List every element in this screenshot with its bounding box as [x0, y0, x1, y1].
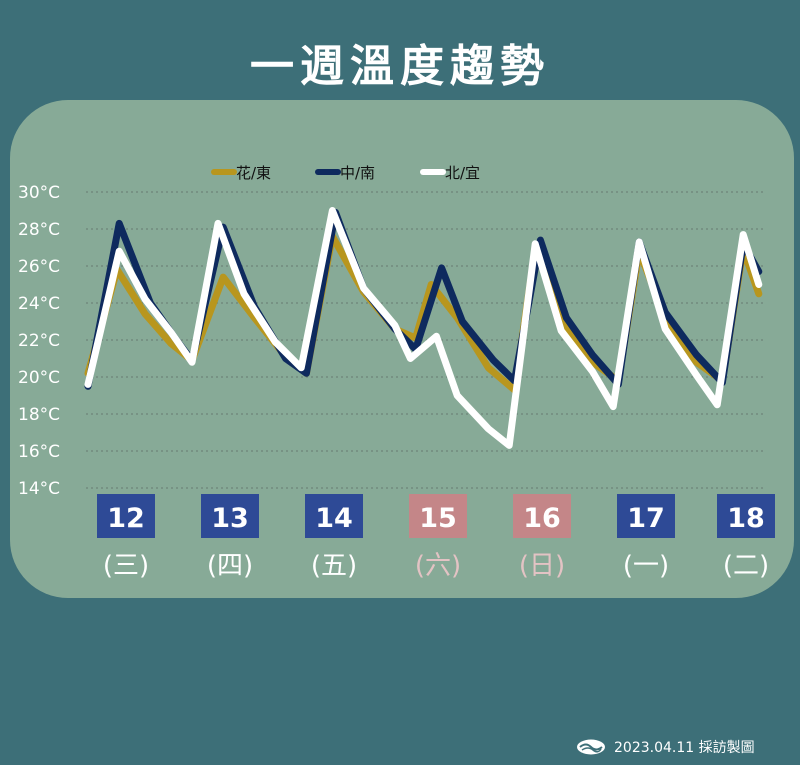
day-label: 13 (四) — [201, 494, 259, 581]
y-tick-label: 14°C — [18, 479, 60, 499]
y-tick-label: 22°C — [18, 331, 60, 351]
legend-label: 北/宜 — [445, 164, 480, 182]
y-axis-ticks: 14°C 16°C 18°C 20°C 22°C 24°C 26°C 28°C 30°C — [18, 183, 60, 499]
date-box — [97, 494, 155, 538]
y-tick-label: 20°C — [18, 368, 60, 388]
legend: 花/東 中/南 北/宜 — [211, 164, 480, 182]
temperature-chart: 14°C 16°C 18°C 20°C 22°C 24°C 26°C 28°C 30°C 花/東… — [18, 164, 775, 581]
day-label: 17 (一) — [617, 494, 675, 581]
date-box — [717, 494, 775, 538]
weekday-label: (六) — [415, 551, 461, 581]
legend-item: 花/東 — [211, 164, 271, 182]
date-number: 15 — [419, 503, 457, 534]
y-tick-label: 28°C — [18, 220, 60, 240]
cna-logo-icon — [577, 739, 605, 755]
date-box — [617, 494, 675, 538]
date-box — [201, 494, 259, 538]
y-tick-label: 18°C — [18, 405, 60, 425]
legend-item: 北/宜 — [420, 164, 480, 182]
weekday-label: (日) — [519, 551, 565, 581]
footer: 2023.04.11 採訪製圖 — [576, 737, 755, 757]
y-tick-label: 24°C — [18, 294, 60, 314]
weekday-label: (三) — [103, 551, 149, 581]
date-number: 13 — [211, 503, 249, 534]
legend-item: 中/南 — [315, 164, 375, 182]
day-label: 16 (日) — [513, 494, 571, 581]
date-box — [513, 494, 571, 538]
legend-label: 中/南 — [340, 164, 375, 182]
weekday-label: (一) — [623, 551, 669, 581]
date-number: 12 — [107, 503, 145, 534]
gridlines — [86, 191, 765, 489]
date-box — [305, 494, 363, 538]
y-tick-label: 30°C — [18, 183, 60, 203]
date-box — [409, 494, 467, 538]
series-lines — [84, 207, 763, 449]
series-line-3 — [84, 207, 763, 449]
day-labels: 12 (三) 13 (四) 14 (五) 15 (六) 16 (日) 17 (一) 18 (二) — [97, 494, 775, 581]
day-label: 12 (三) — [97, 494, 155, 581]
y-tick-label: 26°C — [18, 257, 60, 277]
weekday-label: (四) — [207, 551, 253, 581]
day-label: 14 (五) — [305, 494, 363, 581]
footer-credit: 2023.04.11 採訪製圖 — [614, 740, 755, 756]
y-tick-label: 16°C — [18, 442, 60, 462]
weekday-label: (二) — [723, 551, 769, 581]
date-number: 18 — [727, 503, 765, 534]
weekday-label: (五) — [311, 551, 357, 581]
date-number: 14 — [315, 503, 353, 534]
date-number: 17 — [627, 503, 665, 534]
date-number: 16 — [523, 503, 561, 534]
day-label: 18 (二) — [717, 494, 775, 581]
day-label: 15 (六) — [409, 494, 467, 581]
legend-label: 花/東 — [236, 164, 271, 182]
page-title: 一週溫度趨勢 — [250, 41, 550, 92]
